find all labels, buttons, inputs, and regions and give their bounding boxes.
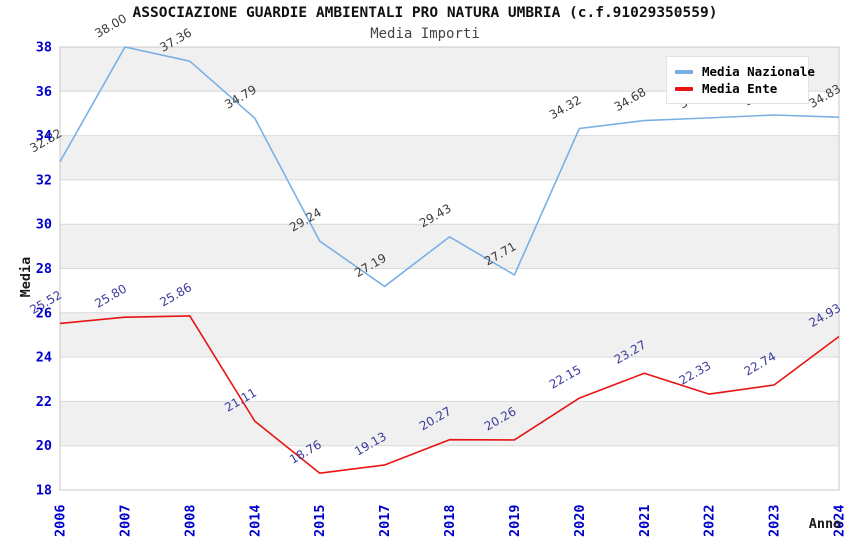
- x-tick-label: 2018: [442, 504, 458, 537]
- series-line-nazionale: [59, 46, 840, 288]
- x-tick-label: 2015: [312, 504, 328, 537]
- x-tick-label: 2023: [767, 504, 783, 537]
- y-tick-label: 24: [36, 350, 52, 366]
- y-tick-label: 22: [36, 394, 52, 410]
- value-label: 38.00: [92, 11, 129, 40]
- y-tick-label: 18: [36, 483, 52, 499]
- x-tick-label: 2021: [637, 504, 653, 537]
- plot-border: [59, 46, 840, 491]
- x-axis-title: Anno: [809, 516, 842, 532]
- legend-item-media-nazionale[interactable]: Media Nazionale: [675, 63, 815, 80]
- value-label: 25.86: [157, 280, 194, 309]
- legend-item-media-ente[interactable]: Media Ente: [675, 80, 804, 97]
- plot-band: [60, 312, 839, 358]
- y-tick-label: 32: [36, 172, 52, 188]
- x-tick-label: 2022: [702, 504, 718, 537]
- x-tick-label: 2019: [507, 504, 523, 537]
- y-tick-label: 34: [36, 128, 52, 144]
- y-axis-title: Media: [18, 257, 34, 298]
- y-tick-label: 20: [36, 438, 52, 454]
- legend-label: Media Ente: [702, 81, 778, 96]
- media-nazionale-line-swatch: [675, 69, 693, 74]
- x-tick-label: 2024: [832, 504, 848, 537]
- legend-label: Media Nazionale: [702, 64, 815, 79]
- x-tick-label: 2007: [117, 504, 133, 537]
- y-tick-label: 26: [36, 305, 52, 321]
- x-tick-label: 2020: [572, 504, 588, 537]
- plot-band: [60, 224, 839, 269]
- value-label: 22.15: [547, 362, 584, 391]
- y-tick-label: 38: [36, 40, 52, 56]
- plot-band: [60, 401, 839, 446]
- plot-band: [60, 135, 839, 180]
- media-ente-line-swatch: [675, 86, 693, 91]
- chart-title: ASSOCIAZIONE GUARDIE AMBIENTALI PRO NATU…: [132, 5, 718, 21]
- y-tick-label: 30: [36, 217, 52, 233]
- x-tick-label: 2006: [53, 504, 69, 537]
- x-tick-label: 2008: [182, 504, 198, 537]
- series-line-ente: [59, 315, 840, 474]
- chart-subtitle: Media Importi: [370, 26, 480, 42]
- legend: Media Nazionale Media Ente: [666, 56, 815, 104]
- y-tick-label: 28: [36, 261, 52, 277]
- value-label: 22.33: [677, 358, 714, 387]
- y-tick-label: 36: [36, 84, 52, 100]
- value-label: 25.80: [92, 282, 129, 311]
- x-tick-label: 2014: [247, 504, 263, 537]
- x-tick-label: 2017: [377, 504, 393, 537]
- value-label: 34.32: [547, 93, 584, 122]
